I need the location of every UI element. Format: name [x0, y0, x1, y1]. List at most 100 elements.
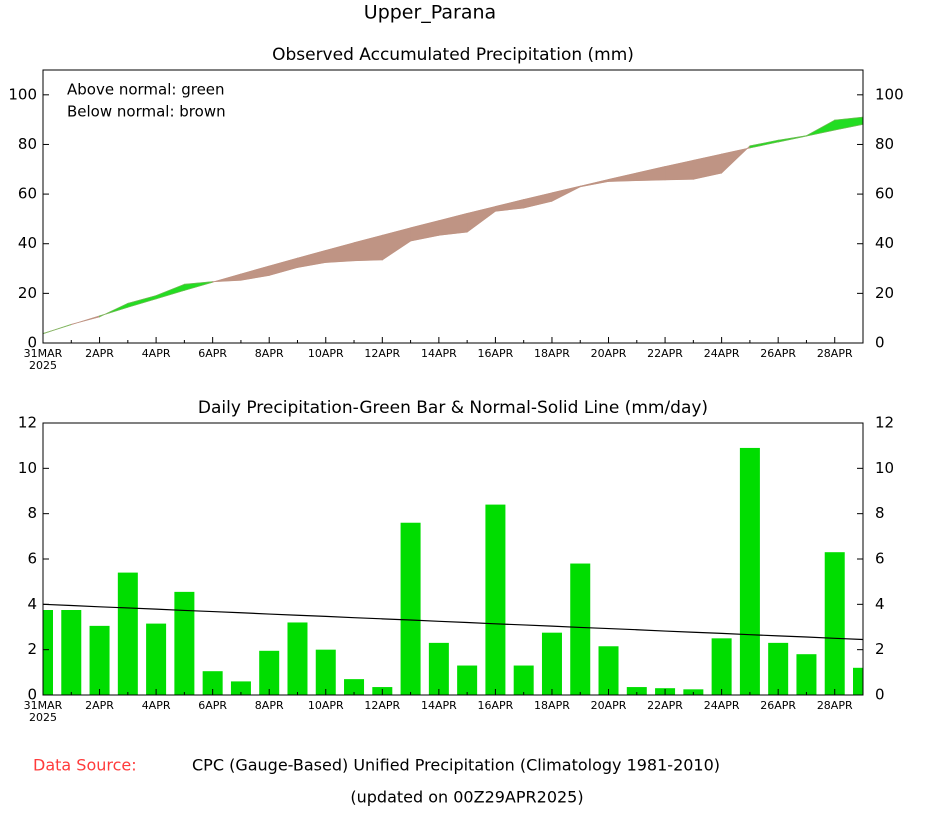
x-tick-label: 12APR [364, 347, 400, 360]
normal-line [43, 603, 863, 641]
deficit-area [438, 212, 468, 236]
x-tick-label: 16APR [478, 347, 514, 360]
bar [428, 642, 449, 695]
bar [230, 681, 251, 695]
x-tick-label: 26APR [760, 699, 796, 712]
x-tick-label: 14APR [421, 347, 457, 360]
plot-frame [42, 69, 864, 344]
x-tick-label: 6APR [198, 347, 227, 360]
y-tick-label: 4 [27, 595, 37, 613]
bar [541, 632, 562, 695]
source-text: CPC (Gauge-Based) Unified Precipitation … [192, 756, 720, 775]
bar [61, 610, 82, 695]
bar [824, 552, 845, 695]
deficit-area [268, 257, 298, 276]
y-tick-label: 20 [18, 284, 37, 302]
x-tick-label: 31MAR [24, 347, 63, 360]
y2-tick-label: 60 [875, 185, 894, 203]
plot-area [43, 447, 863, 695]
deficit-area [466, 205, 496, 233]
x-tick-label: 8APR [255, 699, 284, 712]
y-tick-label: 80 [18, 135, 37, 153]
normal-line [43, 124, 863, 334]
y-tick-label: 8 [27, 504, 37, 522]
bar [174, 591, 195, 695]
x-tick-label: 24APR [704, 699, 740, 712]
x-tick-label: 16APR [478, 699, 514, 712]
source-label: Data Source: [33, 756, 137, 775]
x-tick-label: 4APR [142, 699, 171, 712]
x-tick-label: 18APR [534, 347, 570, 360]
y-tick-label: 10 [18, 459, 37, 477]
y-tick-label: 12 [18, 414, 37, 432]
y2-tick-label: 4 [875, 595, 885, 613]
y-tick-label: 100 [8, 85, 37, 103]
y-tick-label: 6 [27, 550, 37, 568]
y2-tick-label: 12 [875, 414, 894, 432]
deficit-area [636, 166, 666, 181]
bar [739, 447, 760, 695]
bar [117, 572, 138, 695]
y-tick-label: 40 [18, 234, 37, 252]
bar [485, 504, 506, 695]
x-tick-label: 24APR [704, 347, 740, 360]
y2-tick-label: 100 [875, 85, 904, 103]
x-year-label: 2025 [29, 711, 57, 724]
surplus-area [127, 295, 157, 308]
y-tick-label: 2 [27, 640, 37, 658]
x-tick-label: 22APR [647, 699, 683, 712]
y2-tick-label: 20 [875, 284, 894, 302]
bar [711, 638, 732, 695]
bar [457, 665, 478, 695]
deficit-area [325, 242, 355, 263]
bar [43, 610, 53, 695]
y-tick-label: 60 [18, 185, 37, 203]
annotation: Above normal: green [67, 81, 225, 99]
x-tick-label: 6APR [198, 699, 227, 712]
bar [259, 650, 280, 695]
bar [853, 667, 863, 695]
bar [796, 654, 817, 695]
surplus-area [834, 116, 863, 131]
x-tick-label: 20APR [591, 699, 627, 712]
y-tick-label: 0 [27, 334, 37, 352]
y2-tick-label: 40 [875, 234, 894, 252]
x-tick-label: 4APR [142, 347, 171, 360]
x-tick-label: 12APR [364, 699, 400, 712]
x-tick-label: 28APR [817, 347, 853, 360]
x-tick-label: 14APR [421, 699, 457, 712]
deficit-area [523, 192, 553, 209]
deficit-area [692, 153, 723, 180]
y2-tick-label: 0 [875, 334, 885, 352]
bar [400, 522, 421, 695]
x-tick-label: 18APR [534, 699, 570, 712]
y2-tick-label: 10 [875, 459, 894, 477]
bar [768, 642, 789, 695]
bar [344, 679, 365, 695]
x-tick-label: 2APR [85, 347, 114, 360]
y2-tick-label: 8 [875, 504, 885, 522]
x-tick-label: 26APR [760, 347, 796, 360]
x-tick-label: 22APR [647, 347, 683, 360]
y2-tick-label: 2 [875, 640, 885, 658]
updated-text: (updated on 00Z29APR2025) [350, 788, 583, 807]
observed-line [43, 116, 863, 334]
x-tick-label: 31MAR [24, 699, 63, 712]
annotation: Below normal: brown [67, 103, 226, 121]
bar [626, 687, 647, 695]
chart-title: Daily Precipitation-Green Bar & Normal-S… [198, 398, 708, 418]
x-tick-label: 2APR [85, 699, 114, 712]
bar [202, 671, 223, 695]
bar [146, 623, 167, 695]
page-title: Upper_Parana [364, 2, 496, 24]
y2-tick-label: 6 [875, 550, 885, 568]
bar [287, 622, 308, 695]
x-tick-label: 10APR [308, 699, 344, 712]
bar [513, 665, 534, 695]
chart-title: Observed Accumulated Precipitation (mm) [272, 45, 634, 65]
bar [570, 563, 591, 695]
x-tick-label: 10APR [308, 347, 344, 360]
x-year-label: 2025 [29, 359, 57, 372]
y-tick-label: 0 [27, 686, 37, 704]
